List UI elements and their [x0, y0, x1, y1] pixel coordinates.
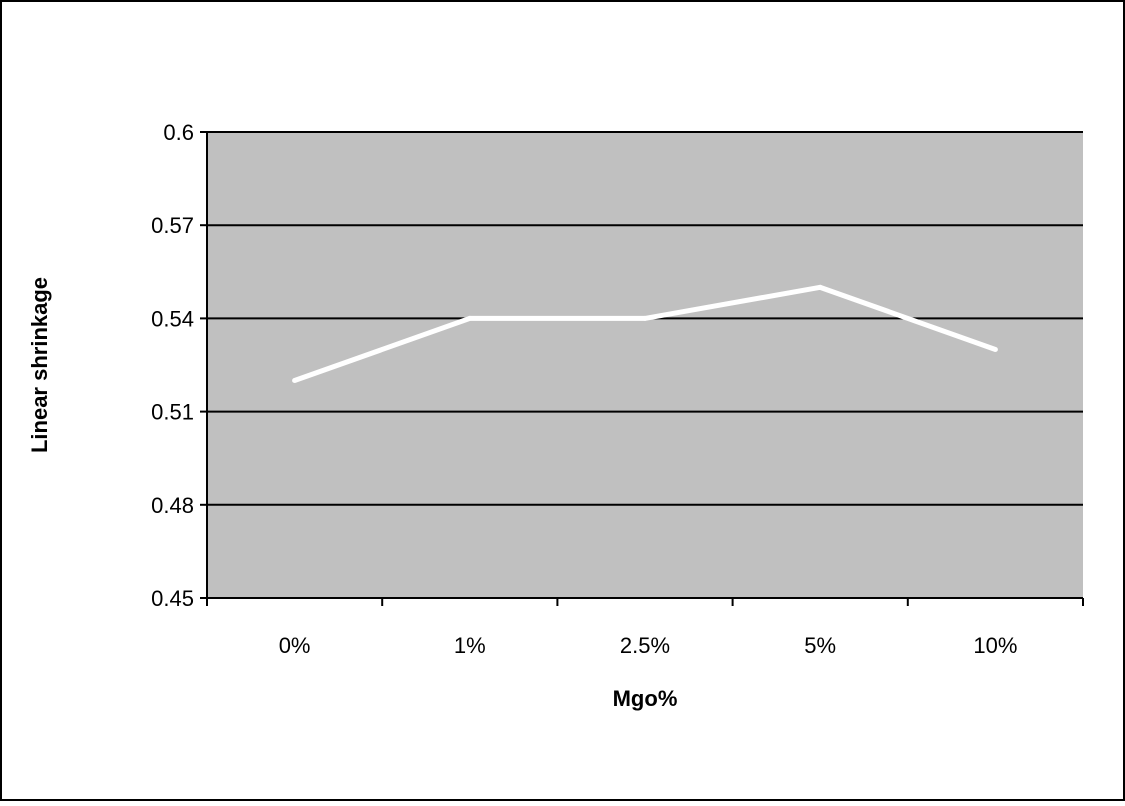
y-tick-label: 0.45 — [151, 586, 194, 611]
x-axis-title: Mgo% — [613, 686, 678, 711]
y-tick-labels: 0.45 0.48 0.51 0.54 0.57 0.6 — [151, 120, 194, 611]
y-tick-label: 0.57 — [151, 213, 194, 238]
x-tick-label: 0% — [279, 633, 311, 658]
x-tick-label: 10% — [973, 633, 1017, 658]
y-tick-label: 0.48 — [151, 493, 194, 518]
data-point — [992, 346, 998, 352]
data-point — [642, 315, 648, 321]
data-point — [467, 315, 473, 321]
y-axis-title: Linear shrinkage — [27, 277, 52, 453]
data-point — [292, 378, 298, 384]
y-tick-label: 0.54 — [151, 306, 194, 331]
series-layer — [292, 284, 998, 384]
y-tick-label: 0.6 — [163, 120, 194, 145]
axes — [200, 131, 1084, 606]
x-tick-label: 5% — [804, 633, 836, 658]
data-point — [817, 284, 823, 290]
x-tick-label: 1% — [454, 633, 486, 658]
x-tick-label: 2.5% — [620, 633, 670, 658]
x-tick-labels: 0% 1% 2.5% 5% 10% — [279, 633, 1018, 658]
y-tick-label: 0.51 — [151, 400, 194, 425]
plot-area — [207, 132, 1083, 598]
